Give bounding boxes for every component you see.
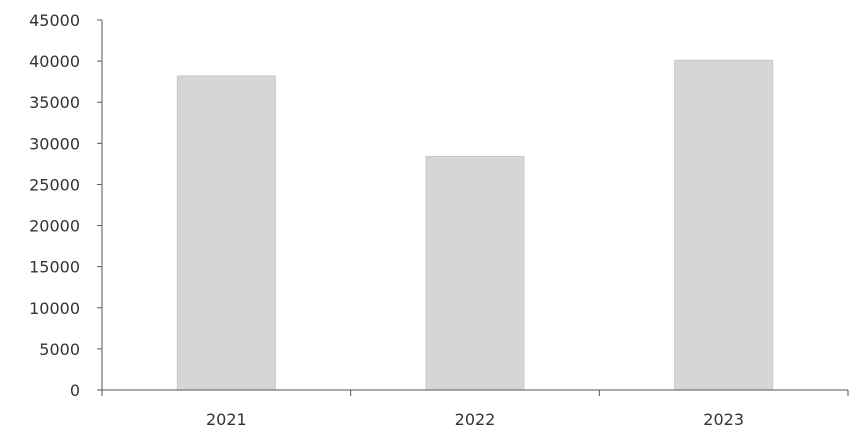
y-tick-label: 40000 bbox=[29, 52, 80, 71]
y-tick-label: 10000 bbox=[29, 299, 80, 318]
bars bbox=[177, 60, 772, 390]
y-tick-label: 45000 bbox=[29, 11, 80, 30]
y-tick-label: 20000 bbox=[29, 217, 80, 236]
x-axis: 2021 2022 2023 bbox=[97, 390, 848, 429]
y-tick-label: 35000 bbox=[29, 93, 80, 112]
x-tick-label: 2023 bbox=[703, 410, 744, 429]
x-tick-label: 2022 bbox=[455, 410, 496, 429]
x-tick-label: 2021 bbox=[206, 410, 247, 429]
bar-2023 bbox=[675, 60, 773, 390]
y-axis: 0 5000 10000 15000 20000 25000 30000 35000 40000… bbox=[29, 11, 102, 400]
bar-2021 bbox=[177, 76, 275, 390]
y-tick-label: 5000 bbox=[39, 340, 80, 359]
y-tick-label: 30000 bbox=[29, 134, 80, 153]
y-tick-label: 25000 bbox=[29, 175, 80, 194]
y-tick-label: 0 bbox=[70, 381, 80, 400]
bar-2022 bbox=[426, 156, 524, 390]
y-tick-label: 15000 bbox=[29, 258, 80, 277]
